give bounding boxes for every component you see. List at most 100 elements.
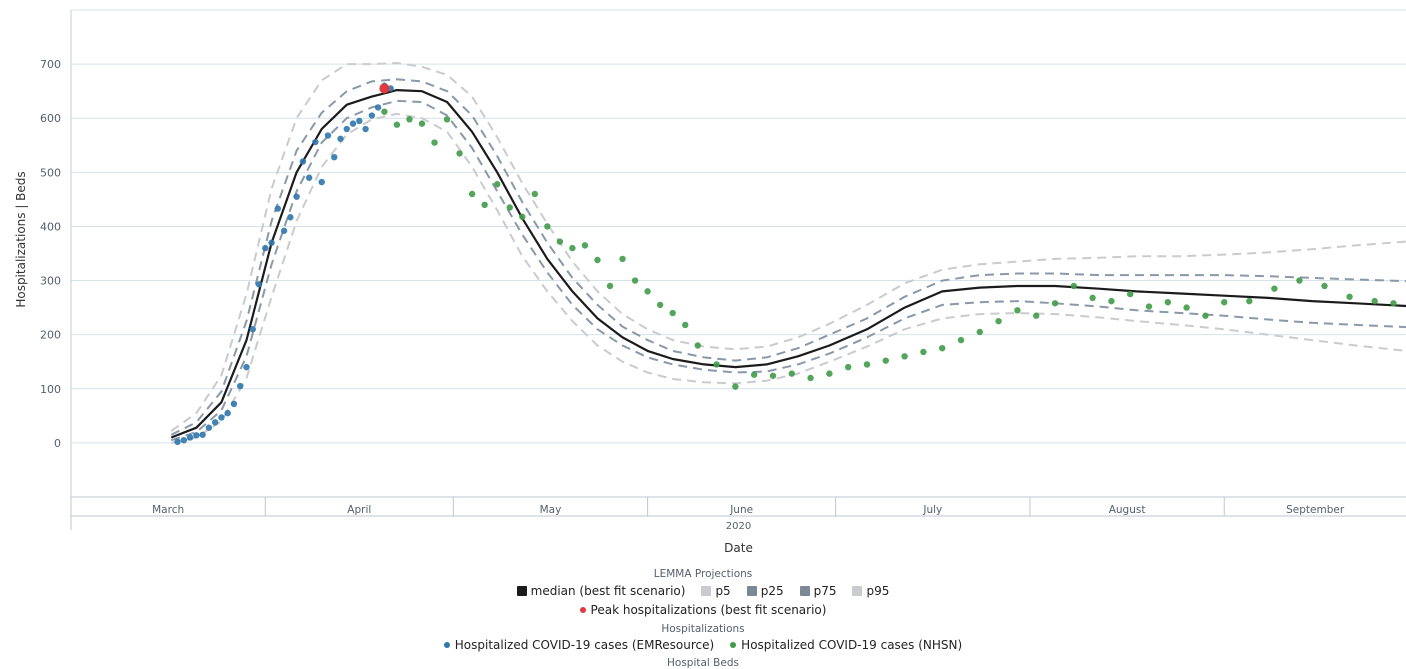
month-label: May — [540, 504, 562, 516]
nhsn-point — [957, 336, 965, 344]
emresource-point — [180, 436, 188, 444]
y-tick-label: 500 — [40, 166, 61, 179]
nhsn-point — [481, 201, 488, 208]
month-label: September — [1286, 504, 1345, 516]
nhsn-point — [732, 383, 739, 390]
emresource-point — [280, 227, 288, 234]
legend-item-p5[interactable]: p5 — [701, 584, 731, 598]
legend-item-emresource[interactable]: Hospitalized COVID-19 cases (EMResource) — [443, 638, 714, 652]
emresource-point — [211, 419, 219, 426]
nhsn-point — [1127, 290, 1134, 298]
emresource-point — [237, 382, 244, 390]
nhsn-point — [901, 353, 908, 360]
nhsn-point — [750, 371, 758, 378]
nhsn-point — [863, 361, 871, 368]
emresource-point — [262, 244, 269, 252]
median-swatch-icon — [516, 586, 527, 596]
nhsn-point — [976, 328, 984, 336]
legend-item-median[interactable]: median (best fit scenario) — [516, 584, 685, 598]
nhsn-point — [682, 321, 689, 329]
nhsn-point — [882, 357, 889, 364]
nhsn-point — [1145, 303, 1153, 310]
nhsn-point — [1296, 277, 1303, 284]
nhsn-point — [844, 363, 852, 371]
nhsn-point — [544, 223, 551, 230]
emresource-point — [374, 104, 382, 111]
month-label: March — [152, 504, 184, 516]
nhsn-point — [556, 238, 564, 245]
month-label: August — [1109, 504, 1146, 516]
emresource-point — [293, 193, 300, 200]
y-tick-label: 400 — [40, 220, 61, 233]
nhsn-point — [938, 344, 946, 352]
nhsn-point — [656, 301, 664, 309]
emresource-point — [305, 174, 313, 181]
emresource-point — [218, 414, 225, 421]
legend-projections-title: LEMMA Projections — [0, 566, 1406, 580]
legend-item-p75[interactable]: p75 — [799, 584, 837, 598]
legend-p75-label: p75 — [813, 584, 837, 598]
emresource-point — [249, 326, 256, 333]
nhsn-point — [468, 190, 476, 198]
y-tick-label: 200 — [40, 329, 61, 342]
series-line-p95 — [170, 62, 1406, 432]
nhsn-point — [1108, 297, 1115, 305]
emresource-point — [324, 132, 332, 139]
nhsn-point — [506, 204, 513, 211]
nhsn-point — [1183, 304, 1190, 311]
nhsn-point — [594, 256, 601, 264]
x-axis-title: Date — [724, 541, 753, 555]
legend-row-projections: median (best fit scenario) p5 p25 p75 p9… — [0, 584, 1406, 598]
emresource-point — [331, 153, 338, 161]
legend-item-nhsn[interactable]: Hospitalized COVID-19 cases (NHSN) — [730, 638, 962, 652]
emresource-point — [287, 214, 294, 221]
month-label: June — [729, 504, 753, 516]
legend-item-peak[interactable]: Peak hospitalizations (best fit scenario… — [579, 603, 826, 617]
p25-swatch-icon — [746, 586, 757, 596]
nhsn-point — [381, 108, 388, 115]
emresource-point — [362, 125, 369, 133]
emresource-point — [205, 424, 213, 431]
legend-hospitalizations-title: Hospitalizations — [0, 621, 1406, 635]
nhsn-point — [1371, 297, 1378, 305]
legend-row-peak: Peak hospitalizations (best fit scenario… — [0, 603, 1406, 617]
emresource-point — [230, 400, 238, 408]
emresource-point — [243, 363, 250, 371]
peak-point — [379, 83, 390, 94]
series-line-p75 — [170, 78, 1406, 436]
nhsn-point — [431, 139, 438, 146]
nhsn-point — [418, 120, 426, 127]
nhsn-point — [406, 116, 413, 123]
y-axis-title: Hospitalizations | Beds — [14, 171, 28, 307]
p75-swatch-icon — [799, 586, 810, 596]
nhsn-point — [788, 370, 795, 377]
nhsn-point — [694, 342, 701, 349]
legend-item-p25[interactable]: p25 — [746, 584, 784, 598]
p5-swatch-icon — [701, 586, 712, 596]
nhsn-point — [826, 370, 833, 377]
nhsn-point — [1321, 282, 1328, 290]
year-label: 2020 — [726, 521, 751, 532]
series-line-p25 — [170, 99, 1406, 442]
legend-title-beds: Hospital Beds — [667, 657, 739, 669]
month-label: April — [347, 504, 371, 516]
nhsn-point — [1390, 300, 1397, 307]
nhsn-point — [1271, 285, 1278, 292]
nhsn-point — [606, 282, 614, 290]
nhsn-point — [713, 361, 720, 368]
nhsn-point — [995, 317, 1002, 325]
nhsn-point — [631, 277, 639, 284]
peak-dot-icon — [579, 607, 586, 613]
series-line-median — [170, 89, 1406, 439]
hospitalizations-chart: 0 100 200 300 400 500 600 700 March April May June J… — [14, 9, 1406, 555]
nhsn-point — [1033, 312, 1040, 319]
legend-nhsn-label: Hospitalized COVID-19 cases (NHSN) — [741, 638, 963, 652]
emresource-point — [312, 138, 319, 146]
legend-item-p95[interactable]: p95 — [852, 584, 889, 598]
legend-title-projections: LEMMA Projections — [653, 568, 753, 580]
nhsn-point — [1221, 299, 1228, 306]
emresource-point — [274, 205, 282, 212]
nhsn-point — [619, 255, 626, 263]
nhsn-point — [1246, 297, 1253, 305]
